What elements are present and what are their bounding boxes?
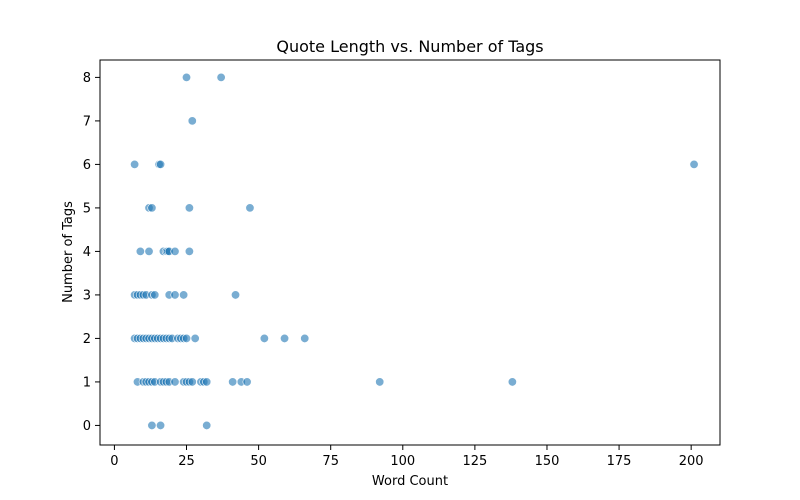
x-tick-label: 200	[679, 454, 704, 469]
data-point	[242, 377, 252, 387]
data-point	[179, 290, 189, 300]
data-point	[507, 377, 517, 387]
data-point	[170, 290, 180, 300]
data-point	[190, 333, 200, 343]
data-point	[375, 377, 385, 387]
data-point	[170, 377, 180, 387]
data-point	[216, 72, 226, 82]
y-tick-label: 8	[83, 71, 91, 86]
data-point	[259, 333, 269, 343]
data-point	[156, 159, 166, 169]
data-point	[147, 203, 157, 213]
data-point	[228, 377, 238, 387]
data-point	[184, 203, 194, 213]
data-point	[300, 333, 310, 343]
x-axis: 0 25 50 75 100 125 150 175 200	[110, 445, 704, 469]
data-point	[150, 290, 160, 300]
x-tick-label: 0	[110, 454, 118, 469]
y-tick-label: 3	[83, 288, 91, 303]
y-tick-label: 2	[83, 332, 91, 347]
data-point	[187, 377, 197, 387]
data-point	[144, 246, 154, 256]
x-tick-label: 175	[607, 454, 632, 469]
y-tick-label: 6	[83, 158, 91, 173]
y-tick-label: 7	[83, 114, 91, 129]
data-point	[245, 203, 255, 213]
y-tick-label: 0	[83, 419, 91, 434]
data-point	[182, 72, 192, 82]
data-point	[231, 290, 241, 300]
data-point	[689, 159, 699, 169]
data-point	[135, 246, 145, 256]
data-point	[182, 333, 192, 343]
x-tick-label: 50	[250, 454, 267, 469]
x-axis-title: Word Count	[372, 474, 448, 489]
data-point	[170, 246, 180, 256]
data-point	[280, 333, 290, 343]
data-point	[156, 420, 166, 430]
x-tick-label: 125	[462, 454, 487, 469]
x-tick-label: 75	[322, 454, 339, 469]
data-point	[187, 116, 197, 126]
x-tick-label: 100	[390, 454, 415, 469]
y-tick-label: 1	[83, 375, 91, 390]
plot-frame	[99, 59, 721, 446]
y-axis-title: Number of Tags	[61, 201, 76, 303]
y-tick-label: 4	[83, 245, 91, 260]
x-tick-label: 150	[535, 454, 560, 469]
data-point	[184, 246, 194, 256]
y-tick-label: 5	[83, 201, 91, 216]
data-point	[147, 420, 157, 430]
data-point	[202, 420, 212, 430]
data-point	[130, 159, 140, 169]
plot-points	[130, 72, 699, 430]
data-point	[202, 377, 212, 387]
y-axis: 0 1 2 3 4 5 6 7 8	[83, 71, 100, 434]
x-tick-label: 25	[178, 454, 195, 469]
chart-title: Quote Length vs. Number of Tags	[276, 37, 543, 56]
